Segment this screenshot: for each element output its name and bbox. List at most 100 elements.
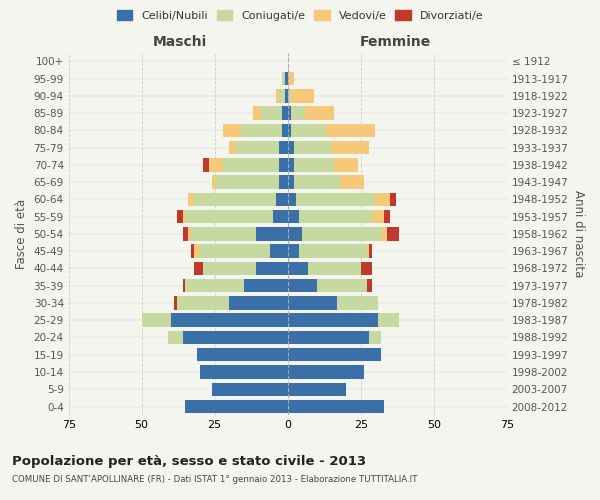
Bar: [223, 158, 279, 172]
Bar: [270, 244, 287, 258]
Bar: [340, 176, 364, 189]
Y-axis label: Anni di nascita: Anni di nascita: [572, 190, 585, 278]
Bar: [285, 89, 287, 102]
Text: Maschi: Maschi: [152, 35, 207, 49]
Bar: [387, 227, 398, 240]
Bar: [282, 72, 285, 86]
Bar: [241, 124, 282, 137]
Bar: [317, 279, 367, 292]
Bar: [262, 106, 282, 120]
Bar: [337, 296, 378, 310]
Bar: [244, 279, 287, 292]
Bar: [185, 210, 273, 224]
Bar: [334, 158, 358, 172]
Bar: [287, 158, 293, 172]
Bar: [279, 158, 287, 172]
Bar: [188, 192, 194, 206]
Bar: [188, 227, 191, 240]
Bar: [381, 227, 387, 240]
Bar: [287, 106, 290, 120]
Bar: [290, 89, 314, 102]
Bar: [223, 124, 241, 137]
Bar: [177, 210, 182, 224]
Bar: [287, 314, 378, 327]
Bar: [361, 262, 373, 275]
Bar: [191, 227, 256, 240]
Bar: [229, 296, 287, 310]
Bar: [287, 89, 290, 102]
Y-axis label: Fasce di età: Fasce di età: [15, 199, 28, 269]
Bar: [203, 262, 256, 275]
Bar: [171, 314, 287, 327]
Bar: [305, 106, 334, 120]
Bar: [373, 210, 384, 224]
Bar: [287, 244, 299, 258]
Bar: [287, 279, 317, 292]
Bar: [293, 158, 334, 172]
Bar: [287, 176, 293, 189]
Bar: [200, 244, 270, 258]
Bar: [287, 210, 299, 224]
Text: Popolazione per età, sesso e stato civile - 2013: Popolazione per età, sesso e stato civil…: [12, 455, 366, 468]
Bar: [287, 124, 290, 137]
Bar: [229, 141, 235, 154]
Bar: [194, 262, 203, 275]
Bar: [282, 106, 287, 120]
Bar: [287, 192, 296, 206]
Bar: [279, 141, 287, 154]
Bar: [367, 279, 373, 292]
Bar: [370, 330, 381, 344]
Bar: [215, 176, 279, 189]
Bar: [378, 314, 398, 327]
Bar: [203, 158, 209, 172]
Bar: [256, 227, 287, 240]
Bar: [212, 382, 287, 396]
Bar: [326, 124, 376, 137]
Bar: [296, 192, 376, 206]
Bar: [287, 348, 381, 362]
Bar: [299, 244, 367, 258]
Bar: [194, 192, 276, 206]
Bar: [290, 106, 305, 120]
Bar: [256, 262, 287, 275]
Bar: [287, 366, 364, 378]
Bar: [174, 296, 177, 310]
Bar: [287, 227, 302, 240]
Bar: [331, 141, 370, 154]
Bar: [212, 176, 215, 189]
Bar: [287, 400, 384, 413]
Bar: [276, 89, 279, 102]
Bar: [185, 400, 287, 413]
Bar: [287, 330, 370, 344]
Bar: [168, 330, 182, 344]
Bar: [287, 72, 293, 86]
Bar: [367, 244, 370, 258]
Bar: [299, 210, 373, 224]
Bar: [253, 106, 262, 120]
Bar: [287, 262, 308, 275]
Bar: [287, 141, 293, 154]
Bar: [276, 192, 287, 206]
Bar: [182, 227, 188, 240]
Bar: [273, 210, 287, 224]
Bar: [376, 192, 390, 206]
Bar: [370, 244, 373, 258]
Bar: [194, 244, 200, 258]
Bar: [191, 244, 194, 258]
Legend: Celibi/Nubili, Coniugati/e, Vedovi/e, Divorziati/e: Celibi/Nubili, Coniugati/e, Vedovi/e, Di…: [112, 6, 488, 25]
Bar: [290, 124, 326, 137]
Bar: [293, 176, 340, 189]
Bar: [282, 124, 287, 137]
Bar: [197, 348, 287, 362]
Bar: [287, 296, 337, 310]
Bar: [285, 72, 287, 86]
Bar: [185, 279, 244, 292]
Bar: [302, 227, 381, 240]
Bar: [279, 176, 287, 189]
Text: Femmine: Femmine: [360, 35, 431, 49]
Bar: [182, 279, 185, 292]
Bar: [209, 158, 223, 172]
Bar: [279, 89, 285, 102]
Bar: [177, 296, 229, 310]
Bar: [293, 141, 331, 154]
